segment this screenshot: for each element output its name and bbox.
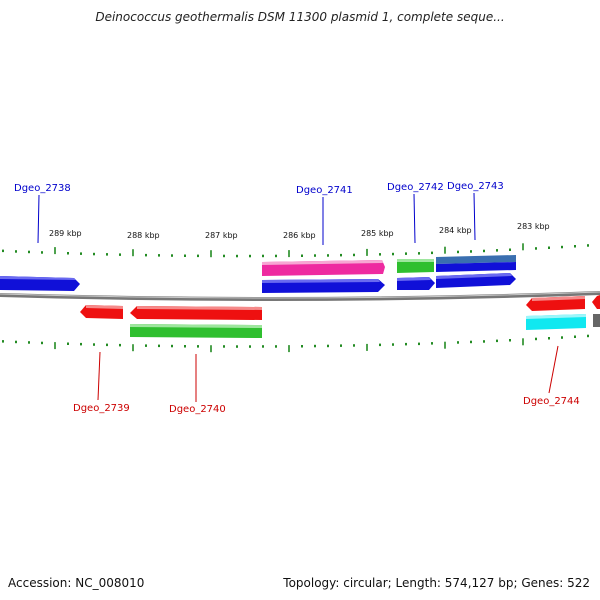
leader-lines — [37, 192, 559, 402]
kbp-label: 283 kbp — [517, 222, 550, 231]
tick-track-bottom — [2, 334, 589, 353]
gene-label-Dgeo_2743[interactable]: Dgeo_2743 — [447, 181, 504, 192]
kbp-label: 288 kbp — [127, 231, 160, 240]
gene-label-Dgeo_2742[interactable]: Dgeo_2742 — [387, 182, 444, 193]
gene-Dgeo_2743-track2[interactable] — [436, 273, 516, 288]
gene-label-Dgeo_2741[interactable]: Dgeo_2741 — [296, 185, 353, 196]
gene-label-Dgeo_2739[interactable]: Dgeo_2739 — [73, 403, 130, 414]
gene-Dgeo_2741-track2[interactable] — [262, 279, 385, 293]
gene-offscreen-red[interactable] — [592, 295, 600, 309]
kbp-scale: 289 kbp 288 kbp 287 kbp 286 kbp 285 kbp … — [49, 222, 550, 240]
gene-Dgeo_2740-track1[interactable] — [130, 306, 262, 320]
tick-track-top — [2, 243, 589, 258]
genome-summary: Topology: circular; Length: 574,127 bp; … — [283, 576, 590, 590]
gene-Dgeo_2744-track2[interactable] — [526, 314, 586, 330]
kbp-label: 285 kbp — [361, 229, 394, 238]
gene-Dgeo_2742-track1[interactable] — [397, 259, 434, 273]
kbp-label: 284 kbp — [439, 226, 472, 235]
gene-label-Dgeo_2738[interactable]: Dgeo_2738 — [14, 183, 71, 194]
backbone-highlight — [0, 291, 600, 299]
gene-Dgeo_2743-track1[interactable] — [436, 262, 516, 272]
gene-Dgeo_2742-track2[interactable] — [397, 277, 435, 290]
gene-Dgeo_2743-track0[interactable] — [436, 255, 516, 264]
kbp-label: 289 kbp — [49, 229, 82, 238]
kbp-label: 287 kbp — [205, 231, 238, 240]
backbone-arc — [0, 291, 600, 302]
gene-Dgeo_2744-track1[interactable] — [526, 296, 585, 311]
gene-offscreen-gray[interactable] — [593, 314, 600, 327]
gene-Dgeo_2740-track2[interactable] — [130, 324, 262, 338]
kbp-label: 286 kbp — [283, 231, 316, 240]
gene-label-Dgeo_2744[interactable]: Dgeo_2744 — [523, 396, 580, 407]
gene-Dgeo_2739[interactable] — [80, 305, 123, 319]
gene-Dgeo_2738[interactable] — [0, 276, 80, 291]
map-title: Deinococcus geothermalis DSM 11300 plasm… — [95, 10, 505, 24]
gene-label-Dgeo_2740[interactable]: Dgeo_2740 — [169, 404, 226, 415]
gene-Dgeo_2741-track1[interactable] — [262, 260, 385, 276]
accession-text: Accession: NC_008010 — [8, 576, 145, 590]
